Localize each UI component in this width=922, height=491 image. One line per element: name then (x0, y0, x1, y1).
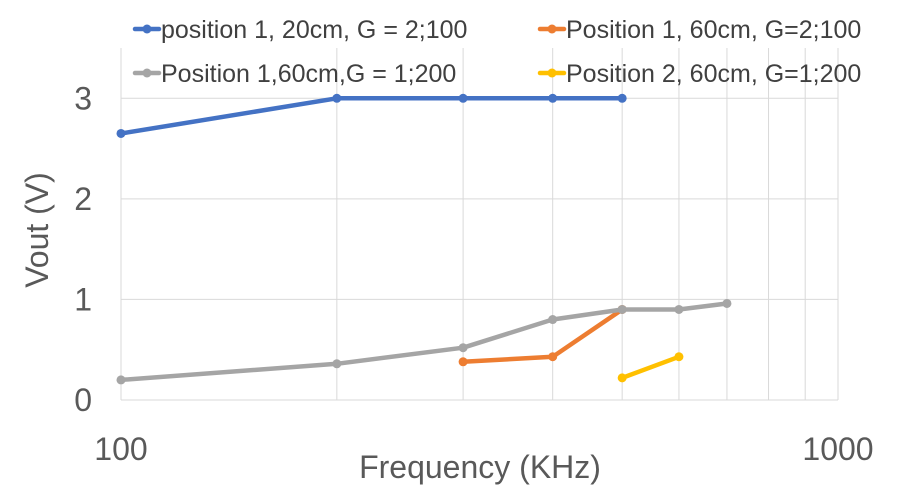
legend-entry: Position 1, 60cm, G=2;100 (537, 16, 861, 44)
x-tick-label: 100 (94, 431, 147, 467)
series-3 (116, 298, 732, 385)
x-tick-label: 1000 (802, 431, 873, 467)
legend-entry: position 1, 20cm, G = 2;100 (132, 16, 467, 44)
y-tick-label: 2 (74, 181, 92, 217)
data-point (332, 359, 342, 369)
series-line (619, 354, 682, 381)
data-point (548, 352, 558, 362)
tick-labels: 0 1 2 3 100 1000 (74, 80, 873, 467)
data-point (617, 93, 627, 103)
y-tick-label: 3 (74, 80, 92, 116)
data-point (548, 93, 558, 103)
legend-swatch-marker (547, 68, 557, 78)
plot-area (116, 93, 732, 385)
legend-label: Position 1,60cm,G = 1;200 (161, 60, 456, 88)
data-point (458, 93, 468, 103)
data-point (458, 357, 468, 367)
x-axis-title: Frequency (KHz) (359, 449, 601, 485)
series-1 (116, 93, 627, 138)
series-line (118, 96, 625, 136)
data-point (548, 315, 558, 325)
data-point (116, 375, 126, 385)
data-point (617, 373, 627, 383)
legend-label: Position 1, 60cm, G=2;100 (566, 16, 861, 44)
y-tick-label: 1 (74, 281, 92, 317)
legend-label: Position 2, 60cm, G=1;200 (566, 60, 861, 88)
y-axis-title: Vout (V) (19, 172, 55, 288)
data-point (116, 128, 126, 138)
data-point (722, 298, 732, 308)
series-line (460, 307, 625, 365)
legend: position 1, 20cm, G = 2;100 Position 1, 6… (132, 16, 861, 88)
data-point (458, 343, 468, 353)
series-4 (617, 352, 684, 383)
legend-entry: Position 2, 60cm, G=1;200 (537, 60, 861, 88)
y-tick-label: 0 (74, 382, 92, 418)
legend-swatch-marker (547, 24, 557, 34)
data-point (332, 93, 342, 103)
series-line (118, 301, 730, 383)
legend-entry: Position 1,60cm,G = 1;200 (132, 60, 456, 88)
data-point (674, 304, 684, 314)
legend-swatch-marker (142, 68, 152, 78)
legend-label: position 1, 20cm, G = 2;100 (161, 16, 467, 44)
data-point (617, 304, 627, 314)
data-point (674, 352, 684, 362)
grid (120, 48, 839, 401)
legend-swatch-marker (142, 24, 152, 34)
